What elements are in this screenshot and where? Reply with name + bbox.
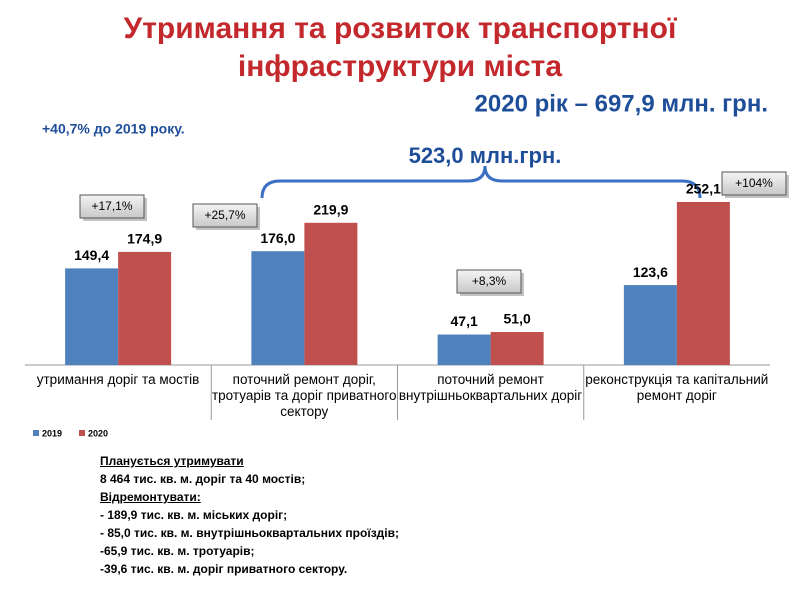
legend-label: 2020 (88, 428, 108, 438)
value-label: 174,9 (127, 231, 162, 247)
value-label: 123,6 (633, 264, 668, 280)
note-item: -39,6 тис. кв. м. доріг приватного секто… (100, 562, 348, 576)
subtitle: 2020 рік – 697,9 млн. грн. (475, 90, 768, 117)
note-item: - 189,9 тис. кв. м. міських доріг; (100, 508, 288, 522)
growth-box (456, 269, 522, 294)
x-tick-label: утримання доріг та мостів (36, 372, 200, 387)
value-label: 51,0 (504, 311, 531, 327)
bar (490, 332, 544, 365)
growth-label: +104% (735, 176, 773, 190)
bar (304, 222, 358, 365)
bar (623, 285, 677, 365)
note-item: -65,9 тис. кв. м. тротуарів; (100, 544, 255, 558)
value-label: 176,0 (260, 230, 295, 246)
legend-label: 2019 (42, 428, 62, 438)
growth-total: +40,7% до 2019 року. (42, 121, 185, 137)
legend-swatch (33, 430, 39, 436)
growth-label: +8,3% (472, 274, 507, 288)
growth-box (79, 194, 145, 219)
value-label: 252,1 (686, 181, 721, 197)
value-label: 219,9 (313, 202, 348, 218)
note-heading: Відремонтувати: (100, 490, 201, 504)
bar (676, 201, 730, 365)
note-line: 8 464 тис. кв. м. доріг та 40 мостів; (100, 472, 306, 486)
brace (260, 165, 702, 199)
note-heading: Планується утримувати (100, 454, 244, 468)
note-item: - 85,0 тис. кв. м. внутрішньоквартальних… (100, 526, 399, 540)
bar (437, 334, 491, 365)
x-tick-label: поточний ремонт внутрішньоквартальних до… (398, 372, 583, 403)
growth-box (721, 171, 787, 196)
bar (118, 251, 172, 365)
brace-total: 523,0 млн.грн. (409, 143, 562, 168)
title-line: інфраструктури міста (238, 50, 562, 83)
value-label: 149,4 (74, 247, 109, 263)
value-label: 47,1 (451, 313, 478, 329)
legend-swatch (79, 430, 85, 436)
growth-label: +17,1% (91, 199, 132, 213)
title-line: Утримання та розвиток транспортної (124, 12, 677, 45)
growth-label: +25,7% (204, 208, 245, 222)
bar (251, 251, 305, 365)
growth-box (192, 203, 258, 228)
bar (65, 268, 119, 365)
notes: Планується утримувати 8 464 тис. кв. м. … (100, 452, 399, 578)
x-tick-label: реконструкція та капітальний ремонт дорі… (585, 372, 769, 403)
x-tick-label: поточний ремонт доріг, тротуарів та дорі… (211, 372, 397, 419)
